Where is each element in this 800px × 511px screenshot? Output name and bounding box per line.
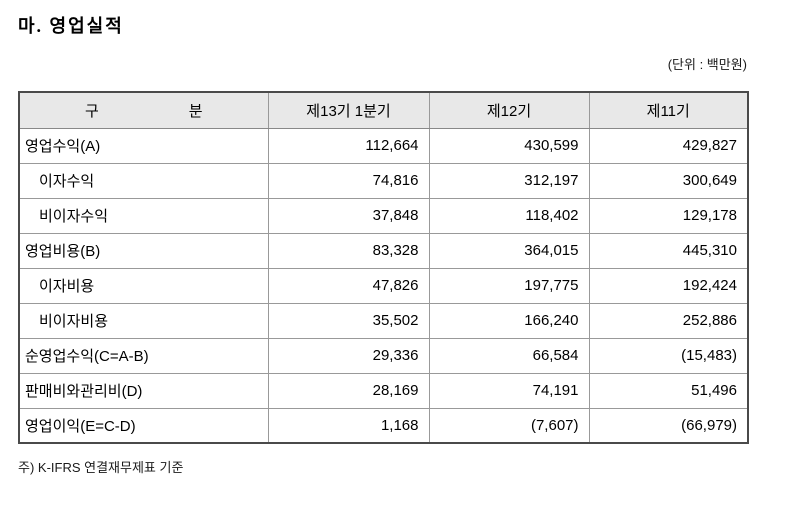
cell-value: 37,848 (267, 197, 430, 234)
cell-value: 312,197 (428, 162, 590, 199)
cell-value: 66,584 (428, 337, 590, 374)
header-period-11: 제11기 (588, 91, 749, 129)
cell-value: 74,816 (267, 162, 430, 199)
row-label: 영업수익(A) (18, 127, 269, 164)
cell-value: (66,979) (588, 407, 749, 444)
row-label: 비이자수익 (18, 197, 269, 234)
cell-value: 28,169 (267, 372, 430, 409)
cell-value: (7,607) (428, 407, 590, 444)
table-row-operating-expense: 영업비용(B) 83,328 364,015 445,310 (18, 232, 749, 269)
table-row-noninterest-expense: 비이자비용 35,502 166,240 252,886 (18, 302, 749, 339)
cell-value: 429,827 (588, 127, 749, 164)
cell-value: 252,886 (588, 302, 749, 339)
cell-value: 112,664 (267, 127, 430, 164)
document-page: 마. 영업실적 (단위 : 백만원) 구 분 제13기 1분기 제12기 제11… (18, 16, 749, 475)
footnote: 주) K-IFRS 연결재무제표 기준 (18, 460, 184, 475)
table-row-net-operating-revenue: 순영업수익(C=A-B) 29,336 66,584 (15,483) (18, 337, 749, 374)
page-title: 마. 영업실적 (18, 16, 124, 36)
header-period-12: 제12기 (428, 91, 590, 129)
operating-results-table: 구 분 제13기 1분기 제12기 제11기 영업수익(A) 112,664 4… (18, 91, 749, 444)
cell-value: 47,826 (267, 267, 430, 304)
row-label: 이자수익 (18, 162, 269, 199)
table-row-noninterest-income: 비이자수익 37,848 118,402 129,178 (18, 197, 749, 234)
cell-value: 430,599 (428, 127, 590, 164)
table-header-row: 구 분 제13기 1분기 제12기 제11기 (18, 91, 749, 129)
cell-value: 300,649 (588, 162, 749, 199)
header-category: 구 분 (18, 91, 269, 129)
table-row-interest-expense: 이자비용 47,826 197,775 192,424 (18, 267, 749, 304)
row-label: 판매비와관리비(D) (18, 372, 269, 409)
cell-value: 364,015 (428, 232, 590, 269)
row-label: 영업비용(B) (18, 232, 269, 269)
header-period-13q1: 제13기 1분기 (267, 91, 430, 129)
cell-value: (15,483) (588, 337, 749, 374)
cell-value: 197,775 (428, 267, 590, 304)
table-row-sga-expense: 판매비와관리비(D) 28,169 74,191 51,496 (18, 372, 749, 409)
cell-value: 83,328 (267, 232, 430, 269)
cell-value: 445,310 (588, 232, 749, 269)
unit-label: (단위 : 백만원) (667, 57, 747, 72)
cell-value: 29,336 (267, 337, 430, 374)
row-label: 영업이익(E=C-D) (18, 407, 269, 444)
table-row-operating-profit: 영업이익(E=C-D) 1,168 (7,607) (66,979) (18, 407, 749, 444)
cell-value: 51,496 (588, 372, 749, 409)
cell-value: 35,502 (267, 302, 430, 339)
cell-value: 1,168 (267, 407, 430, 444)
row-label: 순영업수익(C=A-B) (18, 337, 269, 374)
row-label: 비이자비용 (18, 302, 269, 339)
cell-value: 74,191 (428, 372, 590, 409)
cell-value: 118,402 (428, 197, 590, 234)
cell-value: 129,178 (588, 197, 749, 234)
cell-value: 192,424 (588, 267, 749, 304)
cell-value: 166,240 (428, 302, 590, 339)
table-row-operating-revenue: 영업수익(A) 112,664 430,599 429,827 (18, 127, 749, 164)
table-row-interest-income: 이자수익 74,816 312,197 300,649 (18, 162, 749, 199)
row-label: 이자비용 (18, 267, 269, 304)
